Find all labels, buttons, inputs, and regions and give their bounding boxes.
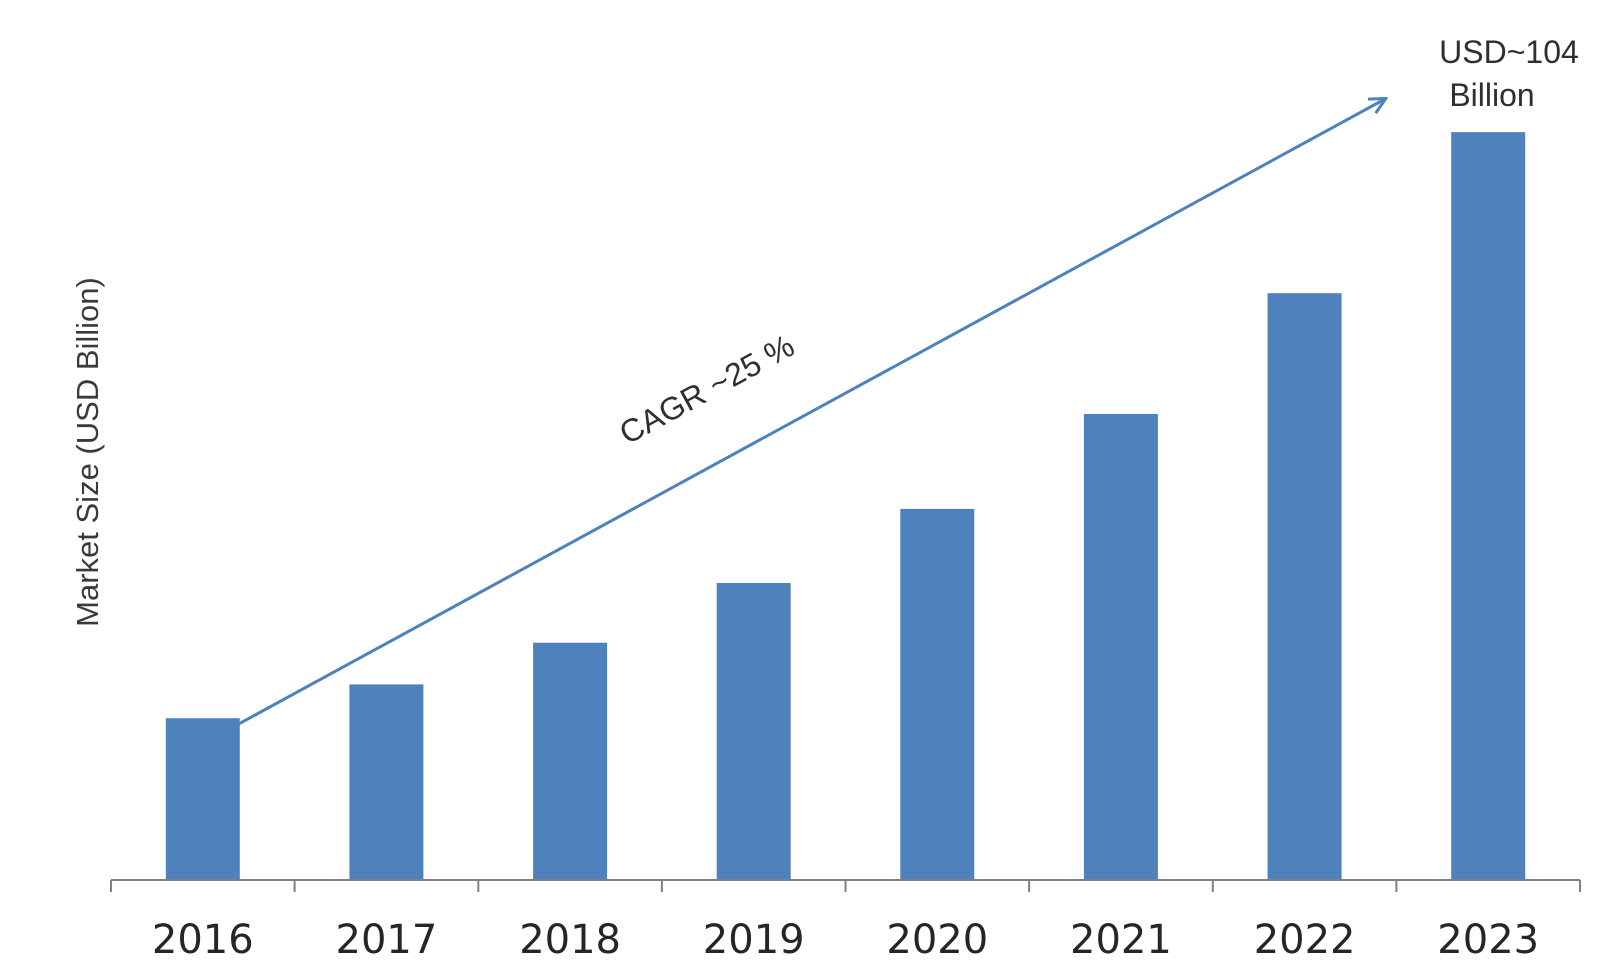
cagr-growth-arrow (234, 99, 1385, 728)
x-tick-label-2021: 2021 (1070, 917, 1172, 963)
x-tick-labels: 2016 2017 2018 2019 2020 2021 2022 2023 (152, 917, 1539, 963)
bars-group (165, 132, 1526, 881)
y-axis-label: Market Size (USD Billion) (70, 277, 105, 627)
bar-2016 (165, 718, 240, 880)
bar-2017 (349, 684, 424, 880)
x-tick-label-2019: 2019 (703, 917, 805, 963)
x-tick-label-2017: 2017 (336, 917, 438, 963)
callout-value-line1: USD~104 (1439, 34, 1579, 70)
x-tick-label-2016: 2016 (152, 917, 254, 963)
bar-2023 (1451, 132, 1526, 881)
x-tick-label-2022: 2022 (1254, 917, 1356, 963)
bar-2021 (1083, 414, 1158, 880)
bar-2022 (1267, 293, 1342, 880)
x-tick-label-2023: 2023 (1437, 917, 1539, 963)
x-tick-label-2018: 2018 (519, 917, 621, 963)
bar-2020 (900, 508, 975, 880)
x-tick-label-2020: 2020 (886, 917, 988, 963)
callout-value-line2: Billion (1449, 77, 1534, 113)
bar-2019 (716, 583, 791, 880)
bar-2018 (533, 642, 608, 880)
x-axis (110, 879, 1581, 892)
